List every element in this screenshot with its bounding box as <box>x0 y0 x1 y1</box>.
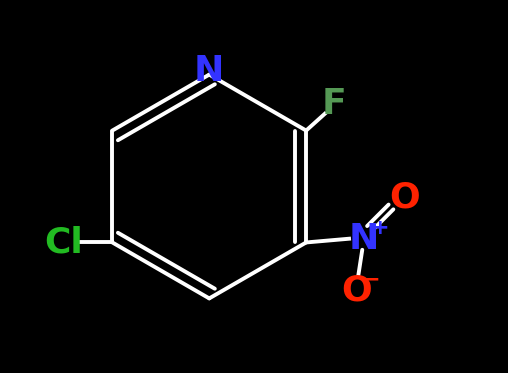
Text: +: + <box>370 217 389 238</box>
Text: N: N <box>349 222 379 256</box>
Text: O: O <box>390 181 420 215</box>
Text: F: F <box>322 87 346 122</box>
Text: N: N <box>194 54 225 88</box>
Text: Cl: Cl <box>45 225 83 260</box>
Text: O: O <box>341 274 372 308</box>
Text: −: − <box>362 269 380 289</box>
